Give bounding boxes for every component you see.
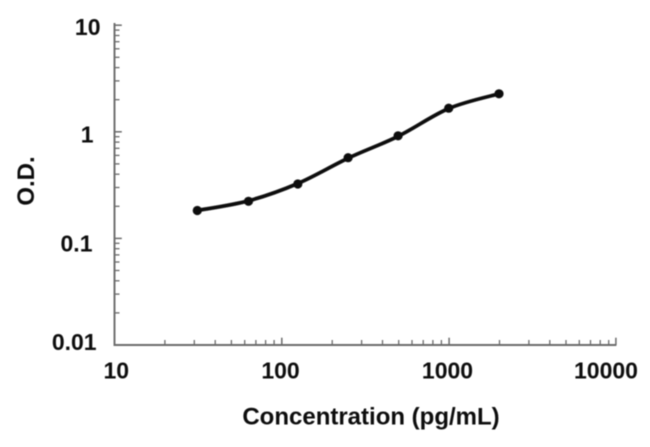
svg-text:0.01: 0.01 bbox=[52, 329, 97, 355]
svg-text:10000: 10000 bbox=[574, 358, 638, 384]
svg-text:O.D.: O.D. bbox=[13, 156, 40, 205]
svg-text:10: 10 bbox=[104, 358, 130, 384]
svg-text:Concentration (pg/mL): Concentration (pg/mL) bbox=[242, 404, 499, 431]
svg-text:100: 100 bbox=[261, 358, 299, 384]
svg-text:0.1: 0.1 bbox=[61, 231, 93, 257]
svg-text:10: 10 bbox=[75, 14, 101, 40]
svg-text:1: 1 bbox=[81, 122, 94, 148]
svg-text:1000: 1000 bbox=[422, 358, 473, 384]
